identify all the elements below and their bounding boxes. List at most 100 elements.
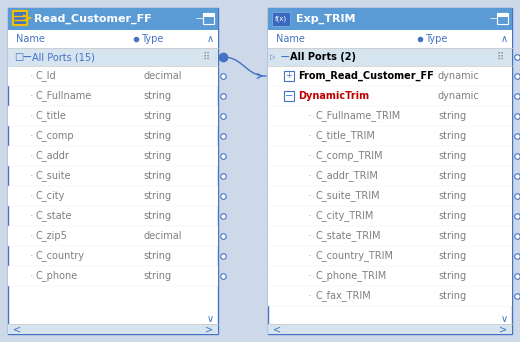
FancyBboxPatch shape [284,71,294,81]
FancyBboxPatch shape [268,66,512,86]
Text: ·: · [30,251,34,261]
Text: ⠿: ⠿ [497,52,503,62]
Text: string: string [438,131,466,141]
Text: string: string [438,211,466,221]
Text: C_title: C_title [36,110,67,121]
Text: <: < [13,324,21,334]
Text: C_state_TRIM: C_state_TRIM [315,231,381,241]
Text: Name: Name [16,34,45,44]
Text: C_comp: C_comp [36,131,75,142]
Text: □: □ [14,52,23,62]
Text: ·: · [308,171,311,181]
Text: ▷: ▷ [270,54,276,60]
Text: string: string [438,171,466,181]
Text: All Ports (2): All Ports (2) [290,52,356,62]
Text: string: string [143,171,171,181]
Text: Exp_TRIM: Exp_TRIM [296,14,356,24]
Text: —: — [196,14,204,24]
FancyBboxPatch shape [268,8,512,30]
Text: ·: · [308,271,311,281]
FancyBboxPatch shape [268,266,512,286]
Text: ·: · [30,191,34,201]
Text: C_fax_TRIM: C_fax_TRIM [315,291,371,301]
FancyBboxPatch shape [268,30,512,48]
Text: From_Read_Customer_FF: From_Read_Customer_FF [298,71,434,81]
Text: ∨: ∨ [206,314,214,324]
Text: C_Fullname: C_Fullname [36,91,92,102]
Text: −: − [285,91,293,101]
Text: <: < [273,324,281,334]
Text: C_zip5: C_zip5 [36,231,68,241]
FancyBboxPatch shape [203,13,214,17]
Text: Type: Type [141,34,163,44]
Text: ·: · [308,111,311,121]
Text: ·: · [308,151,311,161]
Text: string: string [143,211,171,221]
Text: All Ports (15): All Ports (15) [32,52,95,62]
FancyBboxPatch shape [268,146,512,166]
Text: −: − [22,51,32,64]
Text: C_country: C_country [36,251,85,261]
Text: C_addr_TRIM: C_addr_TRIM [315,171,378,182]
Text: —: — [490,14,498,24]
FancyBboxPatch shape [13,11,27,25]
FancyBboxPatch shape [268,166,512,186]
Text: f(x): f(x) [275,16,287,22]
Text: string: string [438,111,466,121]
Text: C_suite: C_suite [36,171,72,182]
FancyBboxPatch shape [268,206,512,226]
Text: string: string [143,111,171,121]
FancyBboxPatch shape [284,91,294,101]
Text: ∧: ∧ [500,34,508,44]
Text: Name: Name [276,34,305,44]
FancyBboxPatch shape [497,13,508,17]
FancyBboxPatch shape [8,146,218,166]
FancyBboxPatch shape [8,8,218,334]
Text: string: string [143,131,171,141]
Text: C_title_TRIM: C_title_TRIM [315,131,375,142]
Text: ·: · [308,211,311,221]
Text: dynamic: dynamic [438,91,480,101]
Text: string: string [438,251,466,261]
Text: C_country_TRIM: C_country_TRIM [315,251,393,261]
Text: ·: · [30,91,34,101]
Text: C_phone: C_phone [36,271,78,281]
Text: ·: · [308,251,311,261]
Text: string: string [143,151,171,161]
FancyBboxPatch shape [268,48,512,66]
FancyBboxPatch shape [8,324,218,334]
Text: ·: · [30,131,34,141]
FancyBboxPatch shape [268,226,512,246]
Text: −: − [280,51,291,64]
Text: ·: · [308,291,311,301]
Text: ·: · [308,191,311,201]
Text: ·: · [30,171,34,181]
Text: string: string [143,251,171,261]
Text: Type: Type [425,34,447,44]
FancyBboxPatch shape [268,286,512,306]
Text: C_Fullname_TRIM: C_Fullname_TRIM [315,110,400,121]
FancyBboxPatch shape [268,186,512,206]
Text: C_city_TRIM: C_city_TRIM [315,211,373,222]
Text: C_phone_TRIM: C_phone_TRIM [315,271,386,281]
FancyBboxPatch shape [8,226,218,246]
FancyBboxPatch shape [8,8,218,30]
Text: string: string [438,291,466,301]
FancyBboxPatch shape [268,8,512,334]
Text: decimal: decimal [143,231,181,241]
Text: string: string [438,151,466,161]
Text: string: string [143,91,171,101]
Text: C_city: C_city [36,190,66,201]
Text: ·: · [30,271,34,281]
Text: C_state: C_state [36,211,72,222]
Text: +: + [285,71,292,80]
Text: string: string [438,231,466,241]
FancyBboxPatch shape [8,48,218,66]
FancyBboxPatch shape [268,106,512,126]
Text: C_addr: C_addr [36,150,70,161]
Text: ·: · [30,71,34,81]
FancyBboxPatch shape [268,126,512,146]
Text: ·: · [308,231,311,241]
FancyBboxPatch shape [272,12,290,26]
FancyBboxPatch shape [8,266,218,286]
